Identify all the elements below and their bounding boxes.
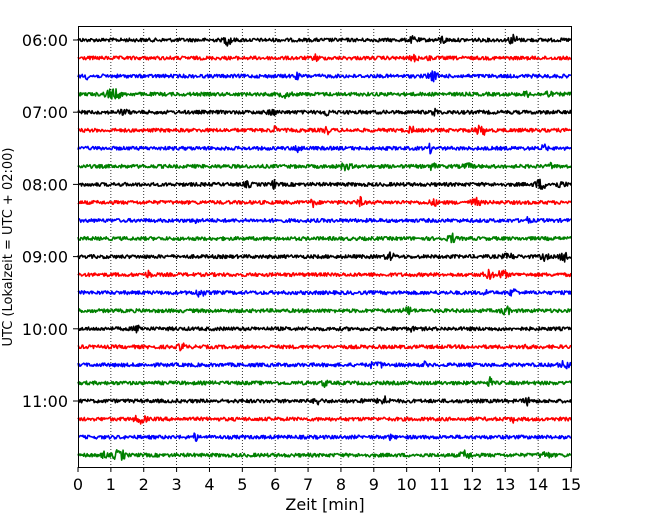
seismogram-trace <box>77 142 572 155</box>
y-tick-label: 08:00 <box>22 175 68 194</box>
x-tick-label: 4 <box>204 475 214 494</box>
seismogram-trace <box>77 195 572 209</box>
seismogram-trace <box>77 324 572 334</box>
x-axis-label: Zeit [min] <box>285 495 364 514</box>
y-tick-label: 10:00 <box>22 320 68 339</box>
seismogram-trace <box>77 53 572 63</box>
x-tick-label: 1 <box>106 475 116 494</box>
x-tick-label: 5 <box>237 475 247 494</box>
x-tick-label: 8 <box>336 475 346 494</box>
seismogram-trace <box>77 70 572 83</box>
x-tick-label: 14 <box>528 475 548 494</box>
seismogram-trace <box>77 414 572 425</box>
seismogram-trace <box>77 178 572 191</box>
seismogram-trace <box>77 432 572 442</box>
y-tick-layer: 06:00 07:00 08:00 09:00 10:00 11:00 <box>22 31 78 411</box>
y-axis-label: UTC (Lokalzeit = UTC + 02:00) <box>1 148 16 347</box>
seismogram-trace <box>77 305 572 316</box>
plot-frame <box>78 26 572 468</box>
seismogram-trace <box>77 288 572 298</box>
x-tick-label: 9 <box>369 475 379 494</box>
seismogram-trace <box>77 448 572 461</box>
seismogram-trace <box>77 33 572 47</box>
x-tick-label: 12 <box>462 475 482 494</box>
seismogram-trace <box>77 359 572 370</box>
seismogram-trace <box>77 376 572 388</box>
x-tick-label: 11 <box>429 475 449 494</box>
y-tick-label: 06:00 <box>22 31 68 50</box>
x-tick-label: 6 <box>270 475 280 494</box>
seismogram-trace <box>77 216 572 225</box>
x-tick-label: 0 <box>73 475 83 494</box>
x-tick-label: 10 <box>396 475 416 494</box>
x-tick-label: 15 <box>561 475 581 494</box>
seismogram-trace <box>77 107 572 117</box>
x-tick-label: 2 <box>139 475 149 494</box>
seismogram-trace <box>77 342 572 352</box>
y-tick-label: 11:00 <box>22 392 68 411</box>
seismogram-trace <box>77 88 572 100</box>
x-tick-label: 13 <box>495 475 515 494</box>
y-tick-label: 09:00 <box>22 248 68 267</box>
seismogram-trace <box>77 232 572 244</box>
seismogram-trace <box>77 124 572 136</box>
trace-layer <box>77 33 572 461</box>
x-tick-layer: 0 1 2 3 4 5 6 7 8 9 10 11 12 13 14 15 <box>73 467 581 494</box>
seismogram-trace <box>77 251 572 263</box>
seismogram-trace <box>77 395 572 407</box>
x-tick-label: 7 <box>303 475 313 494</box>
seismogram-trace <box>77 161 572 172</box>
x-tick-label: 3 <box>172 475 182 494</box>
seismogram-trace <box>77 268 572 281</box>
y-tick-label: 07:00 <box>22 103 68 122</box>
